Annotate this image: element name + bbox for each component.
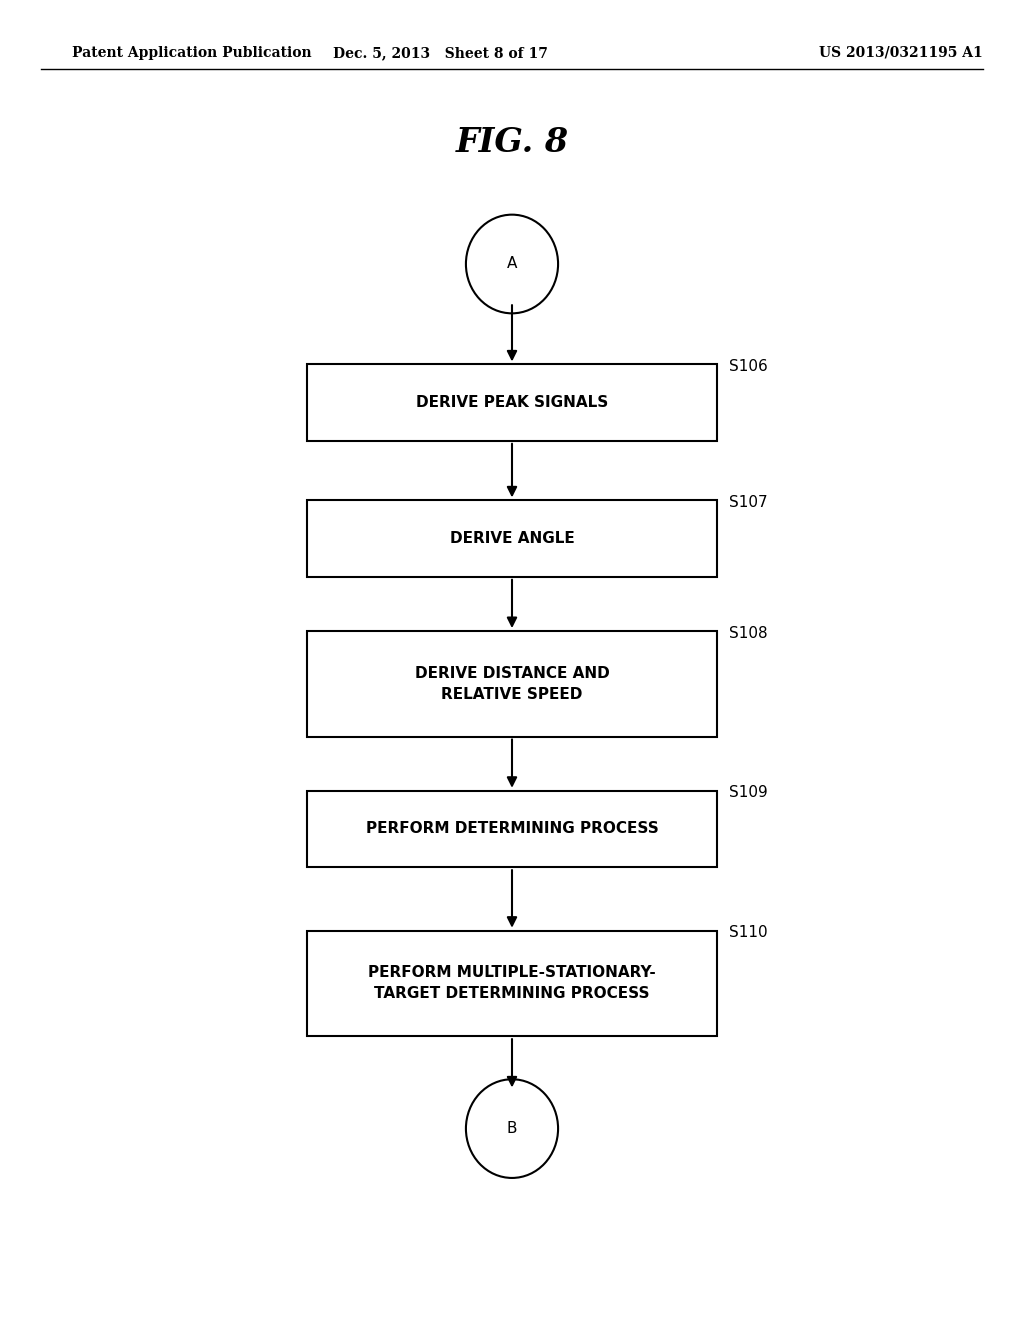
Text: Dec. 5, 2013   Sheet 8 of 17: Dec. 5, 2013 Sheet 8 of 17 bbox=[333, 46, 548, 59]
Text: US 2013/0321195 A1: US 2013/0321195 A1 bbox=[819, 46, 983, 59]
Text: DERIVE DISTANCE AND
RELATIVE SPEED: DERIVE DISTANCE AND RELATIVE SPEED bbox=[415, 665, 609, 702]
Text: PERFORM DETERMINING PROCESS: PERFORM DETERMINING PROCESS bbox=[366, 821, 658, 837]
Text: S107: S107 bbox=[729, 495, 768, 510]
Text: S110: S110 bbox=[729, 925, 768, 940]
FancyBboxPatch shape bbox=[307, 931, 717, 1036]
Text: DERIVE ANGLE: DERIVE ANGLE bbox=[450, 531, 574, 546]
Text: S109: S109 bbox=[729, 785, 768, 800]
FancyBboxPatch shape bbox=[307, 631, 717, 737]
Text: S106: S106 bbox=[729, 359, 768, 374]
Text: A: A bbox=[507, 256, 517, 272]
Text: FIG. 8: FIG. 8 bbox=[456, 125, 568, 158]
FancyBboxPatch shape bbox=[307, 500, 717, 577]
FancyBboxPatch shape bbox=[307, 364, 717, 441]
Text: Patent Application Publication: Patent Application Publication bbox=[72, 46, 311, 59]
Text: PERFORM MULTIPLE-STATIONARY-
TARGET DETERMINING PROCESS: PERFORM MULTIPLE-STATIONARY- TARGET DETE… bbox=[368, 965, 656, 1002]
Ellipse shape bbox=[466, 215, 558, 313]
Text: B: B bbox=[507, 1121, 517, 1137]
Ellipse shape bbox=[466, 1080, 558, 1177]
FancyBboxPatch shape bbox=[307, 791, 717, 867]
Text: S108: S108 bbox=[729, 626, 768, 640]
Text: DERIVE PEAK SIGNALS: DERIVE PEAK SIGNALS bbox=[416, 395, 608, 411]
